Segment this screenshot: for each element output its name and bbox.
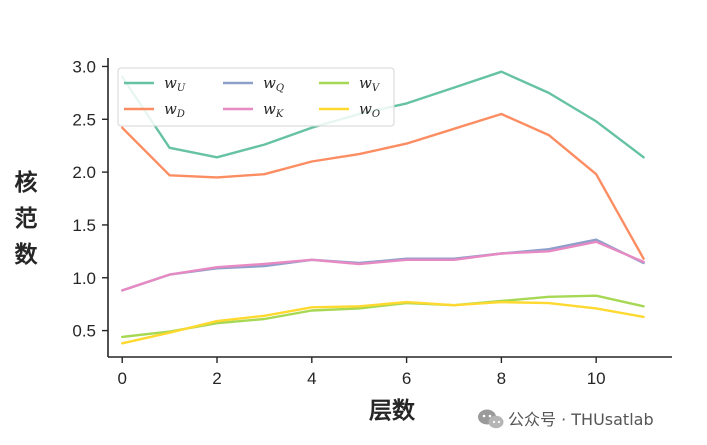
y-tick-label: 1.0 <box>72 269 96 288</box>
series-line-wk <box>120 240 645 292</box>
series-line-wv <box>120 294 645 339</box>
y-axis-label-char: 数 <box>15 242 39 268</box>
x-tick-label: 0 <box>117 369 126 388</box>
series-line-wd <box>120 112 645 260</box>
y-tick-label: 1.5 <box>72 216 96 235</box>
y-axis-label: 核范数 <box>15 169 39 268</box>
legend-label-wo: wO <box>359 100 380 120</box>
x-tick-label: 10 <box>587 369 606 388</box>
series-group <box>120 70 645 345</box>
legend-label-wv: wV <box>359 74 381 94</box>
x-tick-label: 2 <box>212 369 221 388</box>
watermark: 公众号 · THUsatlab <box>478 409 654 429</box>
legend: wU wD wQ wK wV wO <box>117 67 395 127</box>
watermark-text: 公众号 · THUsatlab <box>508 410 654 429</box>
legend-label-wu: wU <box>164 74 186 94</box>
legend-label-wd: wD <box>164 100 185 120</box>
y-tick-label: 0.5 <box>72 322 96 341</box>
wechat-icon <box>478 409 504 429</box>
x-tick-label: 6 <box>402 369 411 388</box>
y-tick-label: 3.0 <box>72 57 96 76</box>
legend-label-wq: wQ <box>263 74 284 94</box>
x-axis-label: 层数 <box>369 398 416 424</box>
y-tick-label: 2.5 <box>72 110 96 129</box>
x-tick-label: 4 <box>307 369 316 388</box>
legend-box <box>117 67 395 127</box>
legend-label-wk: wK <box>263 100 284 120</box>
y-axis-label-char: 核 <box>15 169 38 196</box>
y-axis-label-char: 范 <box>15 206 38 232</box>
x-tick-label: 8 <box>497 369 506 388</box>
series-line-wo <box>120 300 645 345</box>
y-tick-label: 2.0 <box>72 163 96 182</box>
